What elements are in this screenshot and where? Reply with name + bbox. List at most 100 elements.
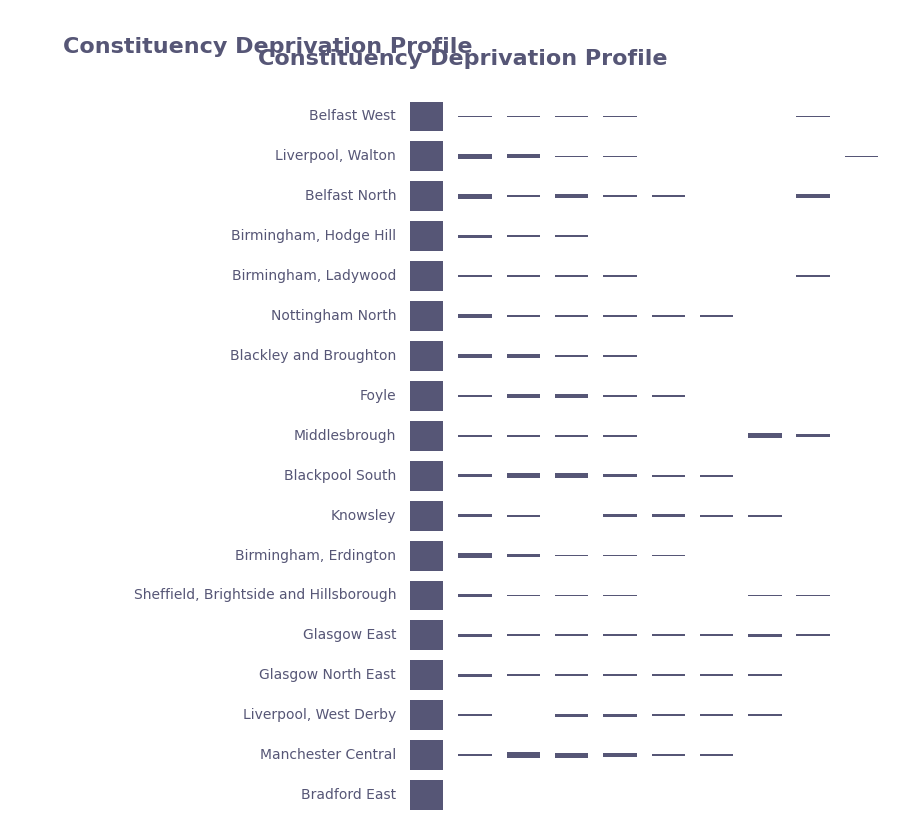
- Text: Nottingham North: Nottingham North: [271, 309, 396, 323]
- Bar: [507, 116, 540, 117]
- Bar: [748, 634, 782, 637]
- Text: Bradford East: Bradford East: [301, 788, 396, 802]
- Bar: [507, 394, 540, 398]
- Bar: [410, 261, 444, 291]
- Text: Birmingham, Erdington: Birmingham, Erdington: [235, 549, 396, 562]
- Text: Birmingham, Hodge Hill: Birmingham, Hodge Hill: [231, 230, 396, 243]
- Text: Liverpool, West Derby: Liverpool, West Derby: [243, 708, 396, 722]
- Bar: [651, 195, 685, 197]
- Bar: [797, 275, 830, 277]
- Bar: [555, 595, 589, 597]
- Text: Blackpool South: Blackpool South: [284, 468, 396, 483]
- Bar: [507, 753, 540, 758]
- Bar: [651, 675, 685, 676]
- Bar: [555, 194, 589, 199]
- Bar: [603, 156, 636, 158]
- Bar: [603, 675, 636, 676]
- Title: Constituency Deprivation Profile: Constituency Deprivation Profile: [258, 49, 668, 69]
- Text: Liverpool, Walton: Liverpool, Walton: [275, 149, 396, 163]
- Bar: [555, 315, 589, 317]
- Bar: [748, 433, 782, 438]
- Bar: [651, 515, 685, 517]
- Bar: [845, 156, 878, 158]
- Bar: [459, 153, 492, 159]
- Bar: [700, 475, 733, 477]
- Bar: [603, 195, 636, 197]
- Bar: [797, 194, 830, 199]
- Bar: [603, 395, 636, 397]
- Bar: [459, 594, 492, 597]
- Bar: [459, 235, 492, 238]
- Text: Sheffield, Brightside and Hillsborough: Sheffield, Brightside and Hillsborough: [134, 588, 396, 603]
- Bar: [459, 714, 492, 716]
- Bar: [748, 714, 782, 716]
- Bar: [603, 634, 636, 636]
- Bar: [555, 634, 589, 636]
- Bar: [651, 634, 685, 636]
- Bar: [603, 595, 636, 597]
- Bar: [459, 116, 492, 117]
- Bar: [410, 660, 444, 691]
- Bar: [700, 754, 733, 756]
- Bar: [748, 595, 782, 597]
- Bar: [507, 154, 540, 158]
- Text: Belfast North: Belfast North: [305, 189, 396, 204]
- Bar: [459, 435, 492, 437]
- Bar: [603, 355, 636, 357]
- Bar: [797, 634, 830, 636]
- Text: Constituency Deprivation Profile: Constituency Deprivation Profile: [64, 37, 472, 57]
- Bar: [410, 381, 444, 411]
- Bar: [507, 275, 540, 277]
- Bar: [555, 473, 589, 478]
- Bar: [410, 221, 444, 251]
- Bar: [459, 275, 492, 277]
- Bar: [410, 581, 444, 610]
- Bar: [555, 355, 589, 357]
- Bar: [700, 515, 733, 516]
- Bar: [459, 674, 492, 677]
- Bar: [555, 275, 589, 277]
- Bar: [410, 142, 444, 172]
- Bar: [459, 474, 492, 478]
- Bar: [555, 116, 589, 117]
- Bar: [700, 675, 733, 676]
- Bar: [603, 753, 636, 757]
- Text: Glasgow North East: Glasgow North East: [260, 669, 396, 682]
- Bar: [700, 634, 733, 636]
- Bar: [555, 713, 589, 717]
- Bar: [555, 555, 589, 556]
- Bar: [410, 421, 444, 451]
- Bar: [603, 315, 636, 317]
- Bar: [555, 394, 589, 397]
- Bar: [410, 461, 444, 491]
- Text: Glasgow East: Glasgow East: [303, 628, 396, 643]
- Bar: [507, 515, 540, 516]
- Bar: [410, 541, 444, 571]
- Bar: [797, 116, 830, 117]
- Bar: [459, 395, 492, 397]
- Bar: [603, 514, 636, 517]
- Bar: [603, 116, 636, 117]
- Bar: [507, 554, 540, 557]
- Bar: [410, 341, 444, 371]
- Bar: [651, 714, 685, 716]
- Text: Knowsley: Knowsley: [331, 509, 396, 523]
- Bar: [410, 620, 444, 650]
- Bar: [603, 275, 636, 277]
- Bar: [459, 514, 492, 517]
- Bar: [410, 780, 444, 810]
- Bar: [603, 713, 636, 717]
- Bar: [748, 675, 782, 676]
- Bar: [459, 754, 492, 756]
- Bar: [797, 434, 830, 437]
- Bar: [507, 354, 540, 358]
- Bar: [507, 235, 540, 237]
- Bar: [651, 315, 685, 317]
- Bar: [410, 301, 444, 331]
- Bar: [700, 714, 733, 716]
- Bar: [555, 753, 589, 758]
- Bar: [651, 754, 685, 756]
- Bar: [700, 315, 733, 317]
- Text: Belfast West: Belfast West: [309, 110, 396, 123]
- Bar: [603, 555, 636, 556]
